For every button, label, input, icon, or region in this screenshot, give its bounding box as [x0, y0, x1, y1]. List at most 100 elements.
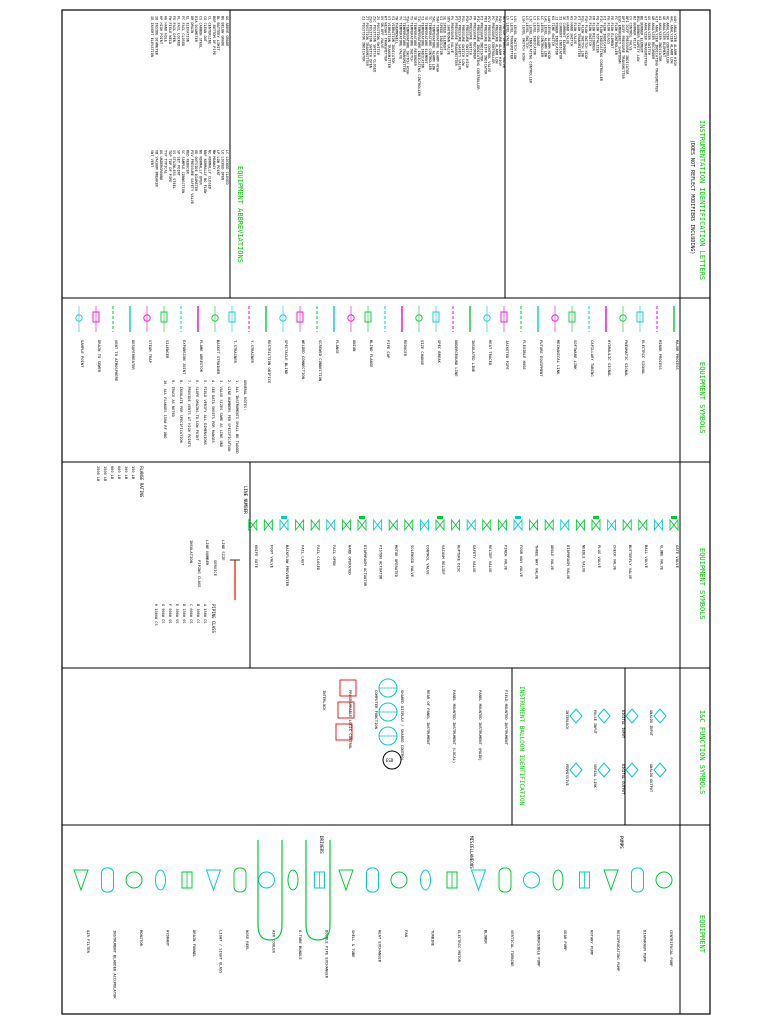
line-symbol-label: HYDRAULIC SIGNAL: [607, 340, 612, 377]
note-line: 10. ALL FLANGES 150# RF UNO: [163, 380, 167, 438]
balloon-label: REAR OF PANEL INSTRUMENT: [426, 690, 431, 746]
equipment-abbrev-entry: AG ABOVE GRADE: [225, 16, 229, 46]
instrument-letter-entry: AT ANALYZER TRANSMITTER: [643, 16, 647, 67]
equipment-abbrev-entry: FO FAIL OPEN: [172, 16, 176, 42]
equipment-abbrev-entry: BG BELOW GRADE: [221, 16, 225, 46]
valve-symbol-mark: [404, 518, 414, 532]
equipment-mark: [552, 869, 564, 891]
instrument-letter-entry: FR FLOW RECORDER: [592, 16, 596, 51]
instrument-letter-entry: PC PRESSURE CONTROLLER: [491, 16, 495, 64]
equipment-abbrev-entry: NO NORMALLY OPEN: [199, 150, 203, 185]
line-symbol-label: SILENCER: [165, 340, 170, 359]
equipment-heading: PUMPS: [619, 836, 624, 849]
line-symbol-label: MAJOR PROCESS: [675, 340, 680, 370]
equipment-abbrev-entry: BL BATTERY LIMIT: [216, 16, 220, 51]
equipment-mark: [125, 871, 143, 889]
valve-symbol-mark: [357, 518, 367, 532]
instrument-letter-entry: LC LEVEL CONTROLLER: [540, 16, 544, 58]
instrument-letter-entry: TW THERMOWELL: [395, 16, 399, 44]
valve-actuator-mark: [515, 516, 521, 519]
interface-label: PULSE INPUT: [593, 710, 597, 735]
line-symbol-label: UNDERGROUND LINE: [454, 340, 459, 377]
line-number-label: SERVICE: [213, 560, 218, 577]
equipment-abbrev-entry: HP HIGH POINT: [159, 16, 163, 45]
line-symbols-block: MAJOR PROCESS MINOR PROCESS ELECTRIC SIGNA…: [75, 306, 680, 384]
line-symbol-label: SAMPLE POINT: [80, 340, 85, 368]
instrument-letter-entry: LG LEVEL GAUGE: [536, 16, 540, 46]
instrument-letter-entry: BSL BURNER SAFETY LOW: [636, 16, 640, 62]
valve-symbol-label: SAFETY VALVE: [472, 545, 477, 573]
equipment-mark: [338, 869, 354, 892]
valve-symbol-mark: [560, 518, 570, 532]
equipment-mark: [366, 867, 379, 893]
line-symbol-label: FUTURE EQUIPMENT: [539, 340, 544, 377]
instrument-letter-entry: FS FLOW SWITCH: [588, 16, 592, 46]
valve-symbol-label: THREE WAY VALVE: [535, 545, 540, 580]
equipment-abbrev-entry: NNF NORMALLY NO FLOW: [203, 150, 207, 194]
valve-symbol-label: MOTOR OPERATED: [394, 545, 399, 578]
equipment-label: RECIPROCATING PUMP: [616, 930, 621, 972]
line-symbol-label: T-STRAINER: [233, 340, 238, 364]
equipment-label: MONITOR: [139, 930, 144, 947]
instrument-letter-entry: FSH FLOW SWITCH HIGH: [584, 16, 588, 59]
valve-symbol-mark: [622, 518, 632, 532]
line-number-label: LINE NUMBER: [205, 540, 210, 566]
equipment-mark: [205, 869, 222, 892]
line-symbol-label: CAPILLARY TUBING: [590, 340, 595, 377]
equipment-label: CENTRIFUGAL PUMP: [669, 930, 674, 967]
equipment-mark: [101, 867, 114, 893]
instrument-letter-entry: TIC TEMPERATURE INDICATING CONTROLLER: [417, 16, 421, 97]
instrument-letter-entry: PV PRESSURE VALVE: [450, 16, 454, 53]
valve-symbol-label: CONTROL VALVE: [425, 545, 430, 575]
line-symbol-label: PNEUMATIC SIGNAL: [624, 340, 629, 377]
equipment-abbrev-entry: SC SAMPLE CONNECTION: [181, 150, 185, 193]
valve-symbol-mark: [326, 518, 336, 532]
instrument-letter-entry: PIC PRESSURE INDICATING CONTROLLER: [476, 16, 480, 90]
equipment-abbrev-entry: PSV PRESSURE SAFETY VALVE: [190, 150, 194, 204]
equip-abbrev-title: EQUIPMENT ABBREVIATIONS: [236, 166, 244, 263]
valve-symbol-label: RELIEF VALVE: [488, 545, 493, 573]
line-symbol-label: INSULATED LINE: [471, 340, 476, 373]
instrument-balloons-block: FIELD MOUNTED INSTRUMENT PANEL MOUNTED IN…: [322, 678, 509, 770]
line-symbol-label: SPEC BREAK: [437, 340, 442, 364]
instrument-letter-entry: AAL ANALYZER ALARM LOW: [669, 16, 673, 64]
line-symbol-label: DESUPERHEATER: [131, 340, 136, 370]
valve-symbol-mark: [373, 518, 383, 532]
valve-symbol-label: GLOBE VALVE: [659, 545, 664, 571]
valve-symbol-label: FAIL OPEN: [332, 545, 337, 566]
instrument-letter-entry: DPI DIFF PRESSURE INDICATOR: [625, 16, 629, 75]
instrument-letter-entry: ZT POSITION TRANSMITTER: [365, 16, 369, 67]
equipment-label: BLOWER: [484, 930, 489, 944]
valve-symbol-label: FOOT VALVE: [269, 545, 274, 569]
equipment-mark: [287, 869, 299, 891]
line-symbol-label: FLEXIBLE HOSE: [522, 340, 527, 370]
equipment-mark: [233, 867, 247, 893]
valve-symbol-mark: [466, 518, 476, 532]
interface-diamond: [597, 762, 611, 778]
instrument-letter-entry: HV HAND VALVE: [566, 16, 570, 44]
valve-symbol-mark: [419, 518, 429, 532]
piping-class-entry: A 150# CS: [203, 604, 207, 623]
valve-symbol-label: HAND OPERATED: [347, 545, 352, 575]
shared-display-box: [339, 679, 357, 697]
instrument-letter-entry: AI ANALYZER INDICATOR: [658, 16, 662, 62]
note-line: 5. FIELD VERIFY ALL DIMENSIONS: [203, 380, 207, 445]
equipment-abbrev-entry: OD OUTSIDE DIAMETER: [194, 150, 198, 192]
balloon-label: SHARED DISPLAY / SHARED CONTROL: [400, 690, 405, 762]
instrument-letter-entry: FI FLOW INDICATOR: [603, 16, 607, 54]
equipment-mark: [498, 867, 512, 893]
interface-label: DIGITAL OUTPUT: [621, 764, 625, 795]
instrument-letter-entry: LI LEVEL INDICATOR: [532, 16, 536, 56]
piping-class-entry: F 600# SS: [168, 604, 172, 623]
equipment-title: EQUIPMENT: [698, 915, 706, 954]
equipment-label: U-TUBE BUNDLE: [298, 930, 303, 960]
equipment-label: DIAPHRAGM PUMP: [643, 930, 648, 963]
piping-class-entry: C 600# CS: [189, 604, 193, 623]
instrument-letter-entry: ZI POSITION INDICATOR: [361, 16, 365, 62]
line-symbol-label: UNION: [352, 340, 357, 352]
valve-symbol-mark: [497, 518, 507, 532]
valve-symbol-label: CHECK VALVE: [613, 545, 618, 571]
valve-symbol-mark: [638, 518, 648, 532]
